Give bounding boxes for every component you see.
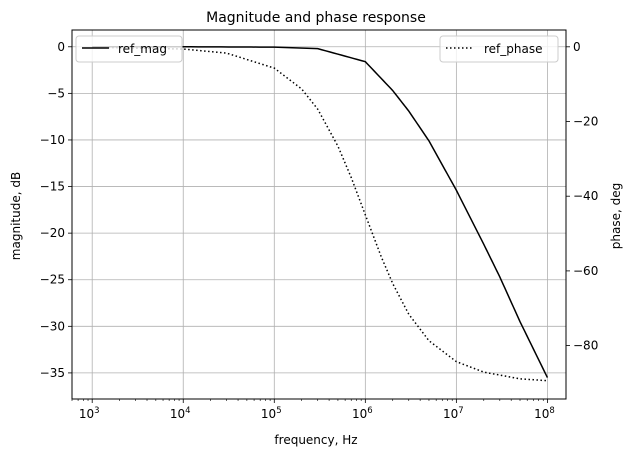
- x-axis: 103 104 105 106 107 108: [71, 399, 555, 421]
- x-tick-label: 105: [261, 406, 282, 421]
- x-tick-label: 108: [534, 406, 555, 421]
- y-left-tick-label: −35: [40, 366, 65, 380]
- y-right-tick-label: 0: [573, 40, 581, 54]
- chart-title: Magnitude and phase response: [206, 10, 426, 26]
- y-left-tick-label: −20: [40, 226, 65, 240]
- y-axis-left: 0 −5 −10 −15 −20 −25 −30 −35: [40, 40, 72, 380]
- y-axis-left-label: magnitude, dB: [9, 172, 23, 260]
- y-left-tick-label: −15: [40, 180, 65, 194]
- grid: [72, 30, 566, 399]
- legend-phase: ref_phase: [439, 35, 559, 63]
- y-left-tick-label: 0: [57, 40, 65, 54]
- x-tick-label: 107: [443, 406, 464, 421]
- y-left-tick-label: −5: [47, 86, 65, 100]
- series-line-ref-mag: [92, 46, 549, 378]
- legend-mag-label: ref_mag: [118, 42, 167, 56]
- series-layer: [92, 46, 549, 382]
- y-left-tick-label: −25: [40, 273, 65, 287]
- series-line-ref-phase: [92, 46, 548, 382]
- legend-mag-box: [75, 35, 183, 63]
- y-left-tick-label: −10: [40, 133, 65, 147]
- y-axis-right-label: phase, deg: [609, 183, 623, 249]
- x-tick-label: 104: [170, 406, 191, 421]
- y-axis-right: 0 −20 −40 −60 −80: [566, 40, 598, 353]
- y-right-tick-label: −80: [573, 339, 598, 353]
- y-right-tick-label: −40: [573, 189, 598, 203]
- plot-frame: [71, 29, 567, 400]
- y-right-tick-label: −60: [573, 264, 598, 278]
- legend-phase-label: ref_phase: [484, 42, 543, 56]
- x-tick-label: 106: [352, 406, 373, 421]
- x-tick-label: 103: [79, 406, 100, 421]
- legend-mag: ref_mag: [75, 35, 183, 63]
- legend-phase-box: [439, 35, 559, 63]
- x-axis-label: frequency, Hz: [274, 433, 357, 447]
- y-left-tick-label: −30: [40, 319, 65, 333]
- y-right-tick-label: −20: [573, 115, 598, 129]
